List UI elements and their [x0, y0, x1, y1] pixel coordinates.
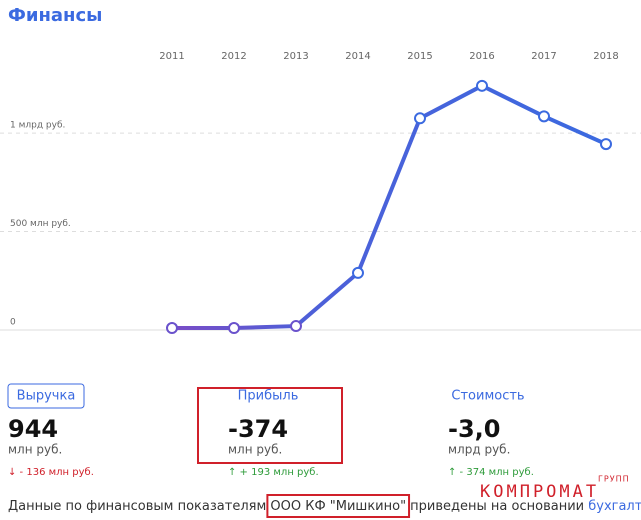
data-point: [538, 110, 550, 123]
card-unit: млрд руб.: [448, 443, 510, 457]
data-point: [414, 112, 426, 125]
data-point: [352, 266, 364, 279]
footer-text: Данные по финансовым показателям ООО КФ …: [8, 499, 641, 514]
card-change: ↑ + 193 млн руб.: [228, 467, 319, 478]
card-label[interactable]: Стоимость: [451, 389, 524, 404]
x-tick-label: 2016: [469, 51, 494, 62]
watermark: КОМПРОМАТ: [480, 482, 599, 502]
x-tick-label: 2017: [531, 51, 556, 62]
card-label[interactable]: Прибыль: [238, 389, 299, 404]
x-tick-label: 2012: [221, 51, 246, 62]
footer-part: Данные по финансовым показателям: [8, 499, 270, 514]
x-tick-label: 2018: [593, 51, 618, 62]
chart-title: Финансы: [8, 5, 102, 26]
data-point: [290, 320, 302, 333]
x-tick-label: 2015: [407, 51, 432, 62]
card-value: 944: [8, 415, 58, 443]
data-point: [166, 322, 178, 335]
x-tick-label: 2011: [159, 51, 184, 62]
card-value: -374: [228, 415, 288, 443]
card-value: -3,0: [448, 415, 500, 443]
card-change: ↓ - 136 млн руб.: [8, 467, 94, 478]
data-point: [600, 138, 612, 151]
footer-link[interactable]: бухгалтерск: [588, 499, 641, 514]
tab-button[interactable]: [7, 383, 85, 409]
watermark-small: ГРУПП: [598, 475, 630, 484]
footer-part: приведены на основании: [406, 499, 588, 514]
card-unit: млн руб.: [228, 443, 282, 457]
footer-company: ООО КФ "Мишкино": [270, 499, 406, 514]
x-tick-label: 2014: [345, 51, 370, 62]
data-point: [476, 79, 488, 92]
highlight-box: [266, 494, 411, 518]
card-unit: млн руб.: [8, 443, 62, 457]
series-line: [172, 83, 607, 331]
data-point: [228, 322, 240, 335]
highlight-box: [197, 387, 343, 464]
y-tick-label: 1 млрд руб.: [10, 121, 65, 131]
card-label[interactable]: Выручка: [17, 389, 76, 404]
y-tick-label: 500 млн руб.: [10, 219, 71, 229]
y-tick-label: 0: [10, 318, 16, 328]
card-change: ↑ - 374 млн руб.: [448, 467, 534, 478]
x-tick-label: 2013: [283, 51, 308, 62]
